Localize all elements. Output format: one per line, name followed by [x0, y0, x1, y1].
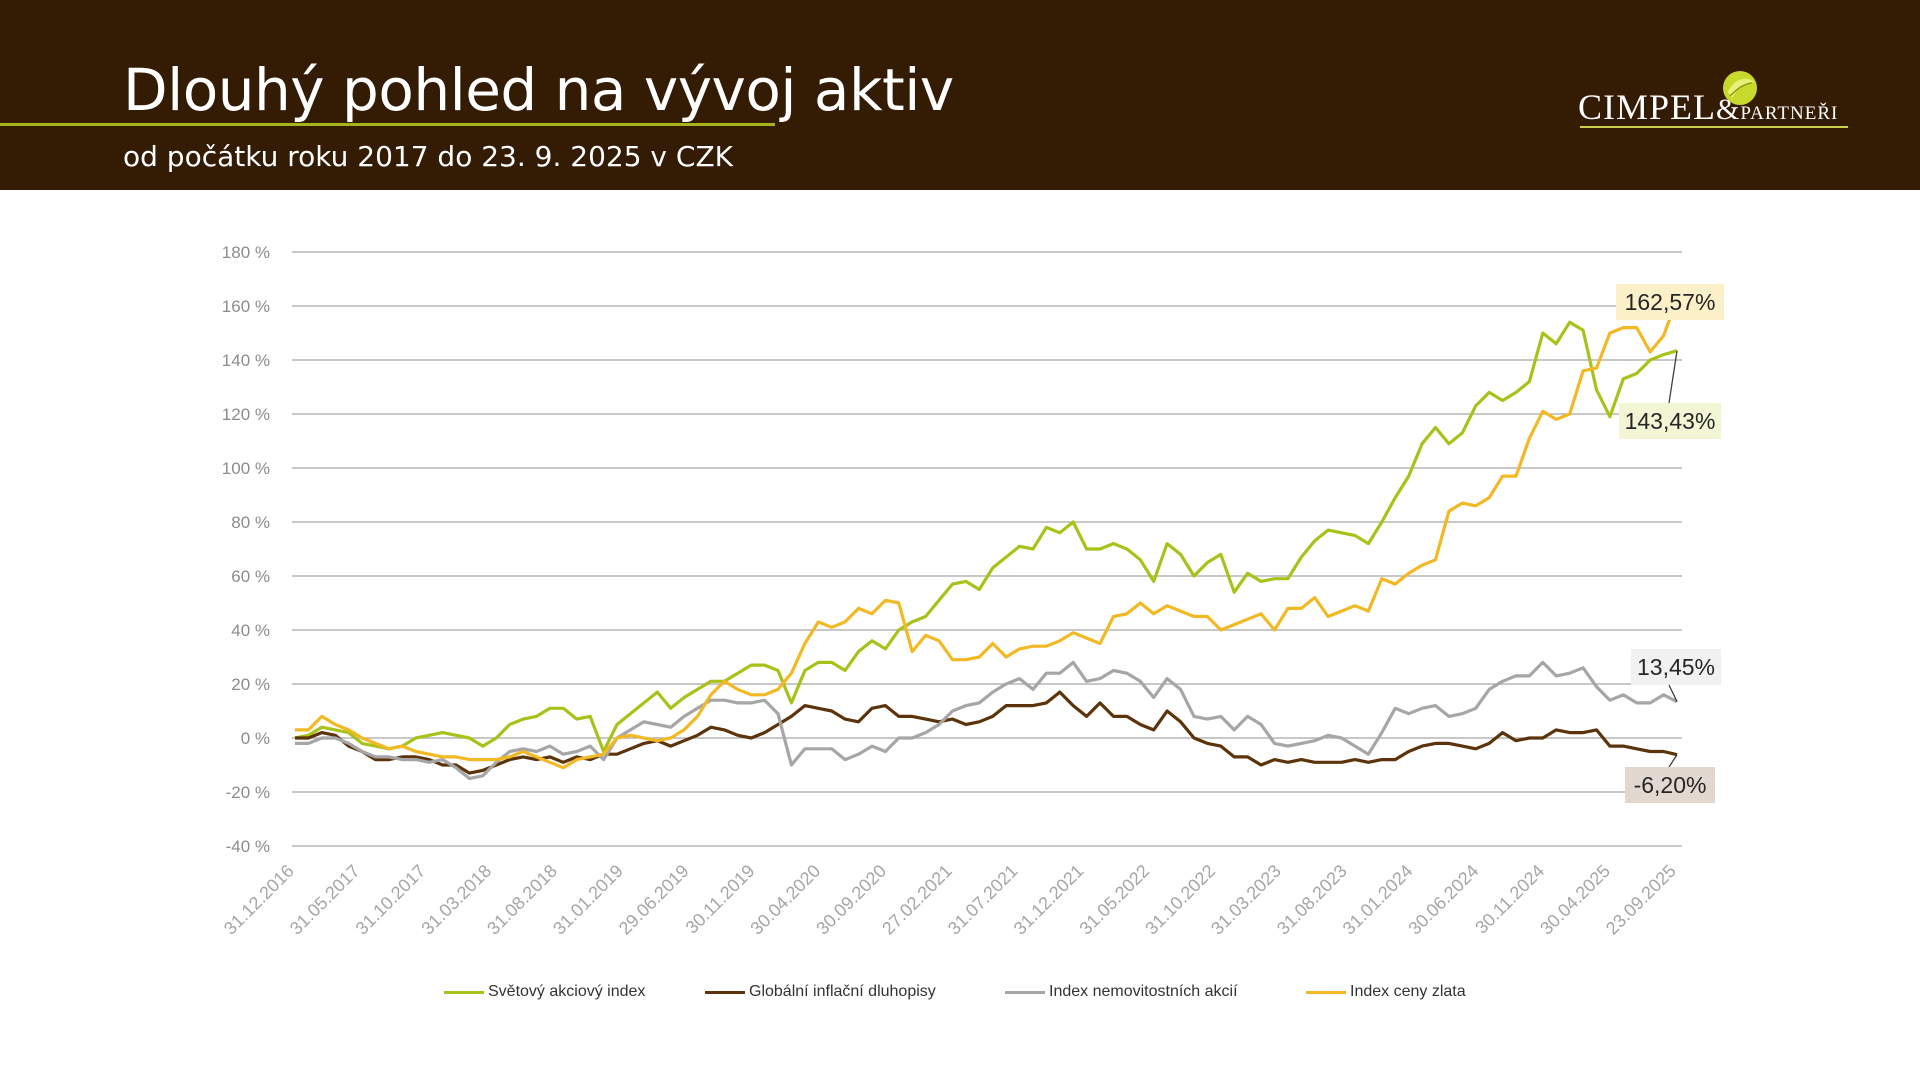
- y-tick-label: 40 %: [231, 621, 270, 640]
- y-tick-label: 80 %: [231, 513, 270, 532]
- label-leader-line: [1668, 350, 1678, 404]
- x-tick-label: 31.03.2023: [1207, 861, 1285, 939]
- x-tick-label: 29.06.2019: [615, 861, 693, 939]
- logo-small-text: PARTNEŘI: [1740, 103, 1839, 124]
- series-line: [295, 660, 1678, 781]
- x-tick-label: 31.12.2016: [220, 861, 298, 939]
- x-tick-label: 30.06.2024: [1405, 861, 1483, 939]
- header-banner: Dlouhý pohled na vývoj aktiv od počátku …: [0, 0, 1920, 190]
- x-tick-label: 31.05.2017: [286, 861, 364, 939]
- x-tick-label: 31.12.2021: [1010, 861, 1088, 939]
- x-tick-label: 31.03.2018: [417, 861, 495, 939]
- y-tick-label: 140 %: [222, 351, 270, 370]
- legend-item-inflation-bonds: Globální inflační dluhopisy: [705, 980, 936, 1004]
- x-tick-label: 23.09.2025: [1602, 861, 1680, 939]
- y-tick-label: -20 %: [226, 783, 270, 802]
- series-line: [294, 320, 1678, 754]
- page-title: Dlouhý pohled na vývoj aktiv: [123, 56, 954, 124]
- x-tick-label: 30.09.2020: [812, 861, 890, 939]
- legend-swatch: [444, 990, 484, 994]
- legend-label: Index ceny zlata: [1350, 983, 1466, 1000]
- end-label-box: [1619, 403, 1721, 439]
- series-line: [295, 298, 1679, 770]
- end-value-labels: 143,43% -6,20% 13,45% 162,57%: [1616, 284, 1724, 803]
- title-underline: [0, 123, 775, 126]
- series-line: [295, 690, 1678, 775]
- y-tick-label: 180 %: [222, 243, 270, 262]
- series-lines: [294, 298, 1679, 781]
- end-value-label: 162,57%: [1625, 289, 1716, 315]
- y-tick-label: -40 %: [226, 837, 270, 856]
- logo-wordmark: CIMPEL&PARTNEŘI: [1578, 86, 1838, 128]
- x-axis-tick-labels: 31.12.201631.05.201731.10.201731.03.2018…: [220, 861, 1680, 939]
- x-tick-label: 31.05.2022: [1076, 861, 1154, 939]
- y-tick-label: 120 %: [222, 405, 270, 424]
- y-tick-label: 100 %: [222, 459, 270, 478]
- x-tick-label: 31.08.2023: [1273, 861, 1351, 939]
- x-tick-label: 31.10.2022: [1141, 861, 1219, 939]
- legend-swatch: [1005, 990, 1045, 994]
- end-label-box: [1631, 649, 1721, 685]
- x-tick-label: 31.10.2017: [352, 861, 430, 939]
- legend-item-world-equity: Světový akciový index: [444, 980, 645, 1004]
- y-tick-label: 160 %: [222, 297, 270, 316]
- y-axis-tick-labels: -40 % -20 % 0 % 20 % 40 % 60 % 80 % 100 % 120 % 1…: [222, 243, 270, 856]
- label-leader-line: [1668, 684, 1678, 702]
- legend-label: Světový akciový index: [488, 983, 646, 1000]
- company-logo: CIMPEL&PARTNEŘI: [1578, 70, 1848, 130]
- x-tick-label: 31.01.2019: [549, 861, 627, 939]
- legend-label: Index nemovitostních akcií: [1049, 983, 1238, 1000]
- legend-swatch: [705, 990, 745, 994]
- x-tick-label: 30.04.2025: [1536, 861, 1614, 939]
- gridlines: [292, 251, 1682, 847]
- legend-swatch: [1306, 990, 1346, 994]
- legend-label: Globální inflační dluhopisy: [749, 983, 936, 1000]
- end-value-label: 13,45%: [1637, 654, 1715, 680]
- end-value-label: 143,43%: [1625, 408, 1716, 434]
- legend-item-gold: Index ceny zlata: [1306, 980, 1466, 1004]
- x-tick-label: 27.02.2021: [878, 861, 956, 939]
- logo-underline: [1580, 126, 1848, 128]
- x-tick-label: 31.01.2024: [1339, 861, 1417, 939]
- end-value-label: -6,20%: [1634, 772, 1707, 798]
- y-tick-label: 20 %: [231, 675, 270, 694]
- logo-main-text: CIMPEL: [1578, 87, 1717, 127]
- chart-legend: Světový akciový index Globální inflační …: [0, 980, 1920, 1004]
- x-tick-label: 30.04.2020: [746, 861, 824, 939]
- label-leader-line: [1668, 754, 1678, 768]
- page-subtitle: od počátku roku 2017 do 23. 9. 2025 v CZ…: [123, 140, 733, 173]
- y-tick-label: 60 %: [231, 567, 270, 586]
- end-label-box: [1616, 284, 1724, 320]
- legend-item-real-estate: Index nemovitostních akcií: [1005, 980, 1238, 1004]
- end-label-box: [1625, 767, 1715, 803]
- x-tick-label: 31.07.2021: [944, 861, 1022, 939]
- x-tick-label: 31.08.2018: [483, 861, 561, 939]
- leaf-icon: [1723, 71, 1757, 105]
- y-tick-label: 0 %: [241, 729, 270, 748]
